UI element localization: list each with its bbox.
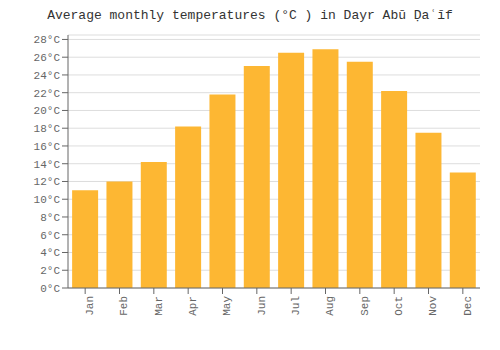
- svg-text:26°C: 26°C: [34, 52, 61, 64]
- svg-text:Aug: Aug: [324, 296, 336, 316]
- svg-text:12°C: 12°C: [34, 176, 61, 188]
- svg-text:May: May: [221, 296, 233, 316]
- svg-text:Sep: Sep: [359, 296, 371, 316]
- svg-text:2°C: 2°C: [40, 265, 60, 277]
- svg-text:8°C: 8°C: [40, 212, 60, 224]
- svg-text:Jan: Jan: [84, 296, 96, 316]
- svg-text:14°C: 14°C: [34, 159, 61, 171]
- svg-text:20°C: 20°C: [34, 105, 61, 117]
- svg-text:Feb: Feb: [118, 296, 130, 316]
- svg-text:Mar: Mar: [153, 296, 165, 316]
- svg-text:24°C: 24°C: [34, 70, 61, 82]
- svg-text:Jun: Jun: [256, 296, 268, 316]
- svg-text:4°C: 4°C: [40, 247, 60, 259]
- svg-text:10°C: 10°C: [34, 194, 61, 206]
- svg-text:6°C: 6°C: [40, 230, 60, 242]
- svg-text:0°C: 0°C: [40, 283, 60, 295]
- html-text:Average monthly temperatures (: Average monthly temperatures (°C ) in Da…: [47, 8, 453, 23]
- svg-text:Nov: Nov: [427, 296, 439, 316]
- svg-text:28°C: 28°C: [34, 34, 61, 46]
- svg-text:Apr: Apr: [187, 296, 199, 316]
- svg-text:16°C: 16°C: [34, 141, 61, 153]
- svg-text:22°C: 22°C: [34, 88, 61, 100]
- svg-text:18°C: 18°C: [34, 123, 61, 135]
- svg-text:Oct: Oct: [393, 296, 405, 316]
- svg-text:Dec: Dec: [462, 296, 474, 316]
- svg-text:Jul: Jul: [290, 296, 302, 316]
